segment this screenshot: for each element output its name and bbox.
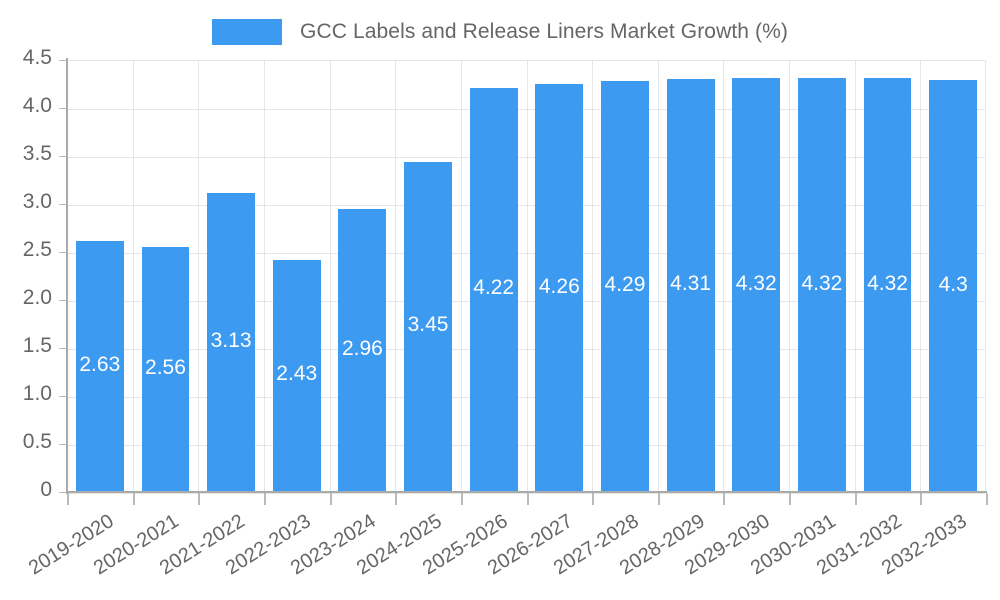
bar[interactable] [75,240,124,493]
x-axis-tick [329,493,332,505]
y-axis-tick-label: 3.5 [22,142,52,165]
y-axis-tick [59,108,66,109]
horizontal-gridline [67,205,985,206]
bar[interactable] [797,78,846,493]
bar[interactable] [141,247,190,493]
y-axis-tick-label: 3.0 [22,190,52,213]
y-axis-tick [59,492,66,493]
x-axis-tick [657,493,660,505]
x-axis-tick [986,493,988,505]
gridlines [67,61,985,494]
y-axis-line [66,58,68,494]
bar[interactable] [469,87,518,493]
y-axis-tick-label: 1.5 [22,334,52,357]
legend-swatch [212,19,283,45]
x-axis-tick [526,493,529,505]
legend-label: GCC Labels and Release Liners Market Gro… [300,20,788,43]
x-axis-tick [854,493,857,505]
y-axis-tick [59,444,66,445]
x-axis-tick [67,493,69,505]
y-axis-tick [59,396,66,397]
chart-legend: GCC Labels and Release Liners Market Gro… [0,12,1000,52]
y-axis-tick-label: 0.5 [22,430,52,453]
horizontal-gridline [67,397,985,398]
y-axis-tick [59,60,66,61]
vertical-gridline [789,61,790,492]
bar[interactable] [601,81,649,493]
x-axis-tick [723,493,726,505]
horizontal-gridline [67,493,985,494]
vertical-gridline [461,61,462,492]
horizontal-gridline [67,253,985,254]
bar[interactable] [272,259,321,493]
vertical-gridline [855,61,856,492]
y-axis-tick [59,348,66,349]
bar[interactable] [535,84,584,493]
vertical-gridline [133,61,134,492]
bar[interactable] [404,161,452,493]
horizontal-gridline [67,445,985,446]
vertical-gridline [920,61,921,492]
y-axis-tick-label: 2.5 [22,238,52,261]
x-axis-line [66,491,987,493]
y-axis-tick-label: 1.0 [22,382,52,405]
horizontal-gridline [67,301,985,302]
x-axis-tick [198,493,201,505]
horizontal-gridline [67,109,985,110]
x-axis-tick [592,493,595,505]
bar[interactable] [863,78,912,493]
vertical-gridline [264,61,265,492]
y-axis-tick-label: 4.5 [22,46,52,69]
x-axis-tick [132,493,135,505]
plot-area: 2.63 2.56 3.13 2.43 2.96 3.45 4.22 4.26 4.29 4.31… [67,60,986,494]
horizontal-gridline [67,157,985,158]
vertical-gridline [527,61,528,492]
x-axis-tick [460,493,463,505]
y-axis-tick [59,300,66,301]
vertical-gridline [658,61,659,492]
y-axis-tick [59,204,66,205]
y-axis-tick [59,156,66,157]
x-axis-tick [789,493,792,505]
x-axis-tick [395,493,398,505]
bar[interactable] [929,80,978,493]
vertical-gridline [330,61,331,492]
horizontal-gridline [67,349,985,350]
bar[interactable] [207,192,256,493]
vertical-gridline [723,61,724,492]
bars-layer: 2.63 2.56 3.13 2.43 2.96 3.45 4.22 4.26 4.29 4.31… [67,61,985,493]
bar[interactable] [732,78,781,493]
vertical-gridline [395,61,396,492]
y-axis-tick-label: 4.0 [22,94,52,117]
x-axis-tick [263,493,266,505]
y-axis-tick [59,252,66,253]
y-axis-tick-label: 2.0 [22,286,52,309]
y-axis-tick-label: 0 [40,478,52,501]
x-axis-tick [920,493,923,505]
bar[interactable] [338,208,387,493]
vertical-gridline [198,61,199,492]
vertical-gridline [592,61,593,492]
bar[interactable] [666,79,715,493]
